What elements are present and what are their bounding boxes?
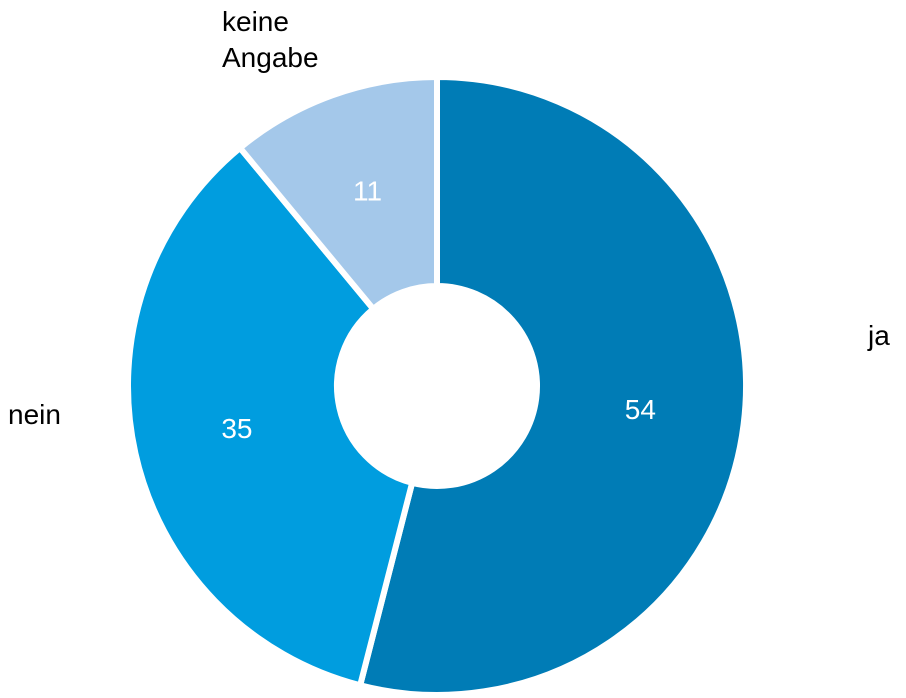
donut-slice (235, 73, 440, 314)
donut-slice (356, 73, 749, 698)
value-label: 11 (353, 176, 382, 207)
category-label: keine Angabe (222, 6, 319, 73)
donut-slice (125, 143, 416, 689)
category-label: ja (868, 320, 890, 351)
value-label: 54 (625, 394, 656, 425)
value-label: 35 (221, 413, 252, 444)
category-label: nein (8, 399, 61, 430)
